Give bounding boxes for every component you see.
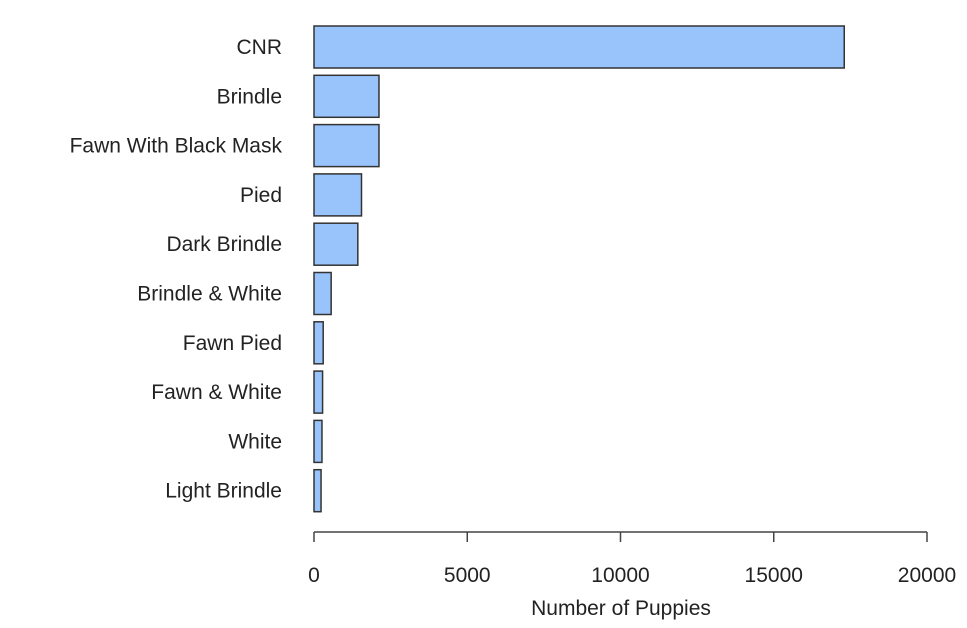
bar-pied bbox=[313, 173, 363, 217]
category-label-pied: Pied bbox=[240, 184, 282, 207]
x-tick-label-0: 0 bbox=[308, 564, 320, 587]
x-axis-title: Number of Puppies bbox=[531, 597, 711, 620]
x-tick-label-15000: 15000 bbox=[745, 564, 803, 587]
bar-brindle bbox=[313, 74, 380, 119]
category-label-cnr: CNR bbox=[237, 36, 283, 59]
category-label-fawn-and-white: Fawn & White bbox=[151, 381, 282, 404]
category-label-brindle-and-white: Brindle & White bbox=[137, 283, 282, 306]
x-tick-label-10000: 10000 bbox=[591, 564, 649, 587]
x-axis: 0 5000 10000 15000 20000 bbox=[308, 531, 956, 587]
bar-cnr bbox=[313, 25, 845, 69]
bar-fawn-with-black-mask bbox=[313, 123, 380, 168]
bar-brindle-and-white bbox=[313, 271, 332, 316]
category-label-white: White bbox=[228, 430, 282, 453]
bar-fawn-pied bbox=[313, 321, 324, 365]
bar-white bbox=[313, 419, 323, 464]
bar-fawn-and-white bbox=[313, 370, 324, 414]
category-label-dark-brindle: Dark Brindle bbox=[166, 233, 282, 256]
category-labels: CNR Brindle Fawn With Black Mask Pied Dark B… bbox=[70, 36, 283, 503]
x-tick-label-5000: 5000 bbox=[444, 564, 491, 587]
bar-dark-brindle bbox=[313, 222, 359, 266]
category-label-fawn-with-black-mask: Fawn With Black Mask bbox=[70, 135, 283, 158]
x-tick-label-20000: 20000 bbox=[898, 564, 956, 587]
category-label-light-brindle: Light Brindle bbox=[165, 480, 282, 503]
bar-light-brindle bbox=[313, 468, 322, 513]
category-label-brindle: Brindle bbox=[217, 85, 282, 108]
category-label-fawn-pied: Fawn Pied bbox=[183, 332, 282, 355]
bars bbox=[313, 25, 845, 513]
